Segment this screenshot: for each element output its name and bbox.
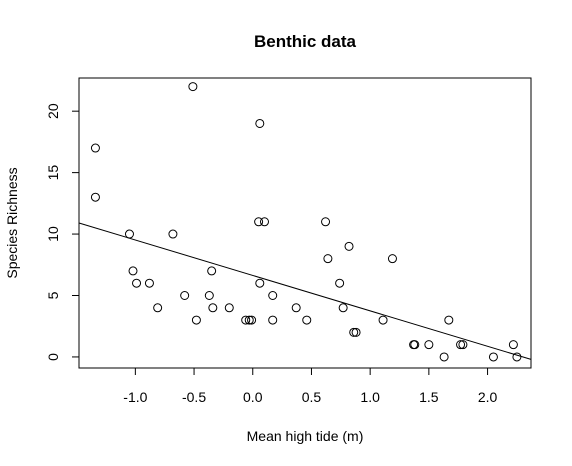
x-tick-label: 1.0 <box>360 389 380 405</box>
data-point <box>132 278 142 288</box>
data-point <box>144 278 154 288</box>
data-points <box>90 82 522 362</box>
regression-line <box>78 222 532 360</box>
data-point <box>512 352 522 362</box>
data-point <box>378 315 388 325</box>
data-point <box>180 291 190 300</box>
data-point <box>323 254 333 264</box>
data-point <box>439 352 449 362</box>
data-point <box>247 315 257 325</box>
data-point <box>168 229 178 239</box>
x-axis-label: Mean high tide (m) <box>247 428 364 444</box>
y-axis-label: Species Richness <box>4 167 20 278</box>
data-point <box>456 340 466 350</box>
data-point <box>488 352 498 362</box>
data-point <box>208 303 218 313</box>
x-tick-label: 0.0 <box>243 389 263 405</box>
data-point <box>259 217 269 227</box>
y-tick-label: 5 <box>45 291 61 299</box>
data-point <box>207 266 217 276</box>
data-point <box>291 303 301 313</box>
data-point <box>191 315 201 325</box>
data-point <box>128 266 138 276</box>
data-point <box>255 278 265 288</box>
y-tick-label: 20 <box>45 103 61 119</box>
x-tick-label: 1.5 <box>419 389 439 405</box>
data-point <box>90 192 100 202</box>
data-point <box>444 315 454 325</box>
x-tick-label: -0.5 <box>182 389 206 405</box>
plot-frame <box>78 77 532 369</box>
data-point <box>268 291 278 300</box>
data-point <box>349 327 359 337</box>
data-point <box>424 340 434 350</box>
data-point <box>188 82 198 92</box>
data-point <box>90 143 100 153</box>
data-point <box>268 315 278 325</box>
data-point <box>351 327 361 337</box>
data-point <box>124 229 134 239</box>
data-point <box>241 315 251 325</box>
data-point <box>335 278 345 288</box>
x-tick-label: 2.0 <box>478 389 498 405</box>
x-tick-label: 0.5 <box>302 389 322 405</box>
data-point <box>321 217 331 227</box>
data-point <box>387 254 397 264</box>
data-point <box>302 315 312 325</box>
data-point <box>244 315 254 325</box>
data-point <box>508 340 518 350</box>
data-point <box>254 217 264 227</box>
x-tick-label: -1.0 <box>123 389 147 405</box>
y-tick-label: 0 <box>45 353 61 361</box>
regression-line-group <box>78 222 532 360</box>
y-tick-label: 15 <box>45 165 61 181</box>
data-point <box>153 303 163 313</box>
x-axis: -1.0 -0.5 0.0 0.5 1.0 1.5 2.0 <box>123 367 498 405</box>
data-point <box>204 291 214 300</box>
chart-title: Benthic data <box>254 32 357 51</box>
data-point <box>338 303 348 313</box>
data-point <box>410 340 420 350</box>
data-point <box>224 303 234 313</box>
y-axis: 0 5 10 15 20 <box>45 103 80 361</box>
data-point <box>255 118 265 128</box>
data-point <box>458 340 468 350</box>
data-point <box>344 241 354 251</box>
y-tick-label: 10 <box>45 226 61 242</box>
